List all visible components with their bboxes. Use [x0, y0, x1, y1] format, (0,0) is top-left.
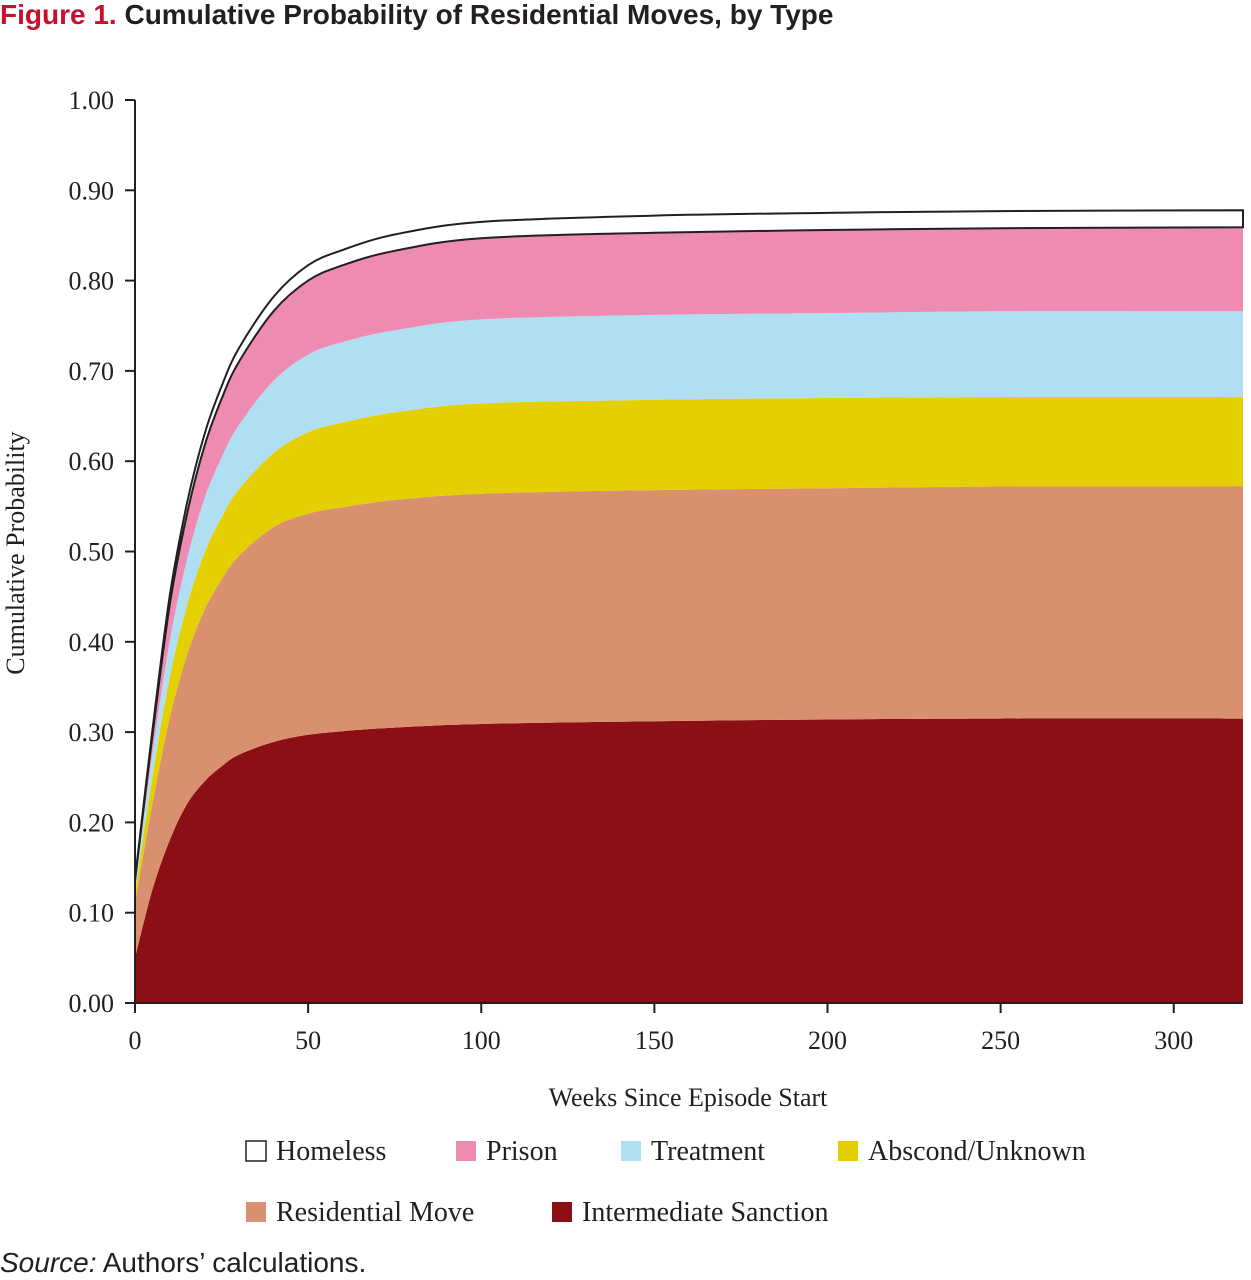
legend-label: Homeless	[276, 1136, 386, 1167]
legend-item-homeless: Homeless	[245, 1136, 386, 1167]
legend-swatch	[246, 1202, 266, 1222]
legend-label: Residential Move	[276, 1197, 474, 1228]
y-tick-label: 0.00	[69, 989, 115, 1018]
x-axis-label: Weeks Since Episode Start	[549, 1083, 829, 1112]
x-tick-label: 250	[981, 1026, 1020, 1055]
y-tick-label: 0.10	[69, 899, 115, 928]
area-abscond-unknown	[135, 397, 1243, 904]
y-tick-label: 0.30	[69, 718, 115, 747]
area-homeless	[134, 209, 1244, 882]
y-tick-label: 0.80	[69, 267, 115, 296]
x-tick-label: 300	[1154, 1026, 1193, 1055]
legend-item-abscond-unknown: Abscond/Unknown	[838, 1136, 1086, 1167]
source-note: Source: Authors’ calculations.	[0, 1246, 366, 1280]
y-tick-label: 1.00	[69, 86, 115, 115]
figure-title-text: Cumulative Probability of Residential Mo…	[124, 0, 834, 30]
stacked-area-chart: 0.00 0.10 0.20 0.30 0.40 0.50 0.60 0.70 0.80 0.90…	[1, 86, 1244, 1228]
source-text: Authors’ calculations.	[96, 1247, 367, 1278]
x-tick-label: 150	[635, 1026, 674, 1055]
legend-label: Prison	[486, 1136, 558, 1167]
area-prison	[135, 227, 1243, 886]
legend-label: Abscond/Unknown	[868, 1136, 1086, 1167]
area-intermediate-sanction	[135, 718, 1243, 1003]
legend-item-treatment: Treatment	[621, 1136, 765, 1167]
legend-item-residential-move: Residential Move	[246, 1197, 474, 1228]
legend-label: Treatment	[651, 1136, 765, 1167]
legend-swatch	[838, 1141, 858, 1161]
legend-swatch	[621, 1141, 641, 1161]
chart-areas	[134, 209, 1244, 1003]
chart-ticks: 0.00 0.10 0.20 0.30 0.40 0.50 0.60 0.70 0.80 0.90…	[69, 86, 1194, 1055]
legend-item-intermediate-sanction: Intermediate Sanction	[552, 1197, 828, 1228]
y-tick-label: 0.60	[69, 447, 115, 476]
y-tick-label: 0.50	[69, 538, 115, 567]
y-tick-label: 0.90	[69, 176, 115, 205]
y-tick-label: 0.70	[69, 357, 115, 386]
y-tick-label: 0.40	[69, 628, 115, 657]
source-label: Source:	[0, 1247, 97, 1278]
legend-label: Intermediate Sanction	[582, 1197, 828, 1228]
x-tick-label: 100	[462, 1026, 501, 1055]
x-tick-label: 0	[129, 1026, 142, 1055]
legend-swatch	[456, 1141, 476, 1161]
figure-title: Figure 1. Cumulative Probability of Resi…	[0, 0, 833, 32]
legend-swatch	[552, 1202, 572, 1222]
area-residential-move	[135, 486, 1243, 958]
figure-number: Figure 1.	[0, 0, 117, 30]
x-tick-label: 50	[295, 1026, 321, 1055]
y-tick-label: 0.20	[69, 808, 115, 837]
y-axis-label: Cumulative Probability	[1, 431, 30, 674]
legend-swatch	[245, 1140, 267, 1162]
x-tick-label: 200	[808, 1026, 847, 1055]
area-treatment	[135, 311, 1243, 895]
chart-legend: Homeless Prison Treatment Abscond/Unknown Re…	[245, 1136, 1086, 1228]
legend-item-prison: Prison	[456, 1136, 558, 1167]
